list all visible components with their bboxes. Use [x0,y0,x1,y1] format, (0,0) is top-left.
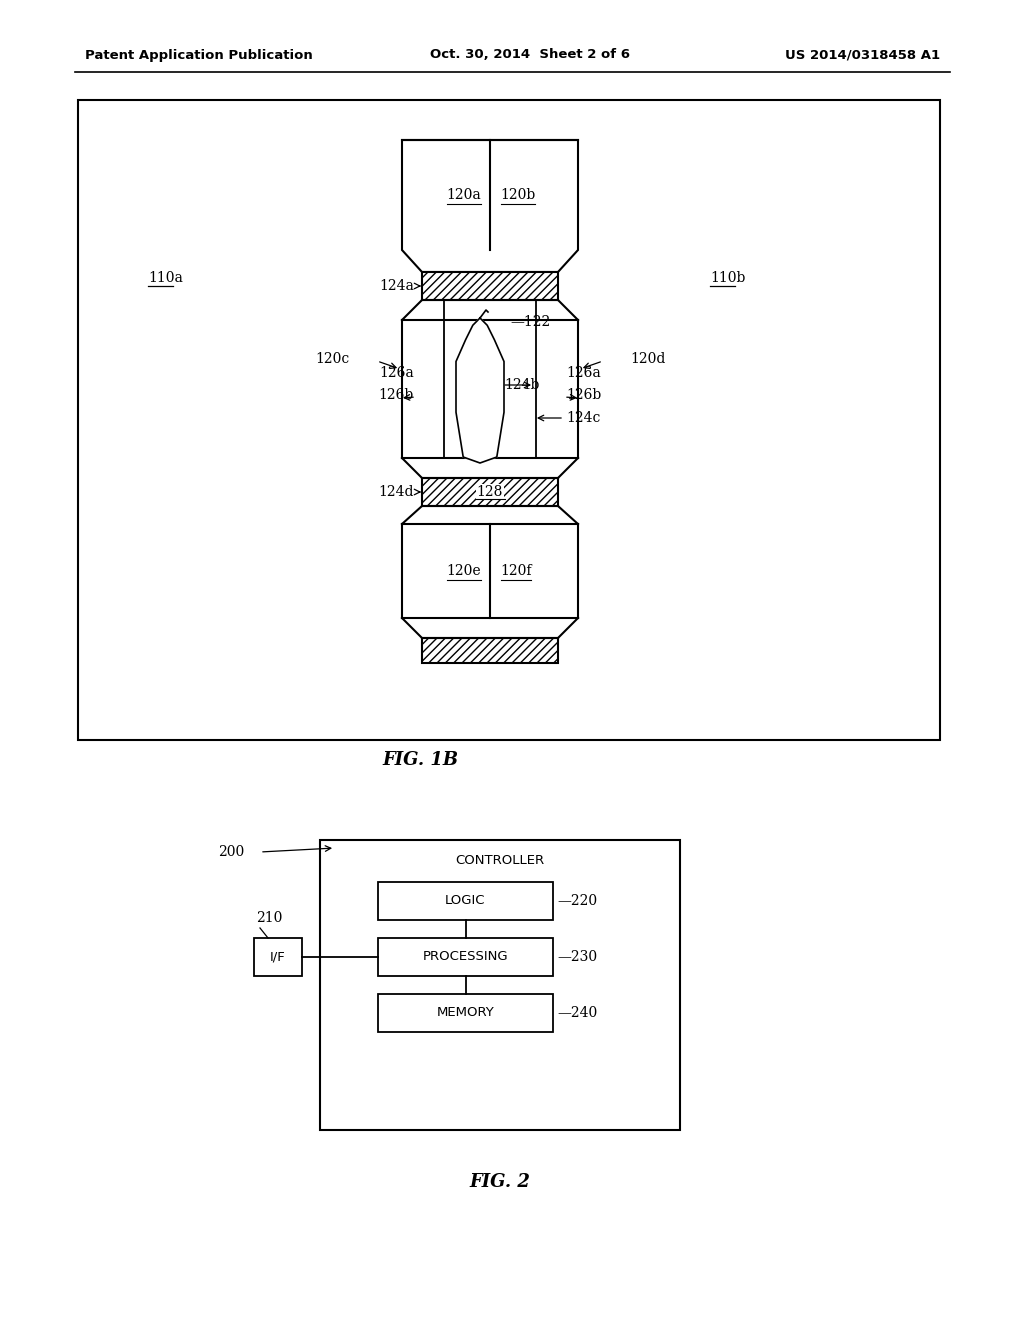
Text: CONTROLLER: CONTROLLER [456,854,545,866]
Bar [402,319,578,458]
Text: 126b: 126b [566,388,601,403]
Text: 126a: 126a [566,366,601,380]
Polygon shape [402,140,578,272]
Bar [402,524,578,618]
Text: 126b: 126b [379,388,414,403]
Text: MEMORY: MEMORY [436,1006,495,1019]
Bar [319,840,680,1130]
Text: FIG. 2: FIG. 2 [470,1173,530,1191]
Text: —220: —220 [557,894,597,908]
Text: 126a: 126a [379,366,414,380]
Text: 200: 200 [218,845,244,859]
Polygon shape [456,318,504,463]
Text: Patent Application Publication: Patent Application Publication [85,49,312,62]
Text: FIG. 1B: FIG. 1B [382,751,458,770]
Bar [78,100,940,741]
Text: 120d: 120d [630,352,666,366]
Polygon shape [422,478,558,506]
Bar [378,994,553,1032]
Text: I/F: I/F [270,950,286,964]
Text: PROCESSING: PROCESSING [423,950,508,964]
Text: —230: —230 [557,950,597,964]
Polygon shape [422,638,558,663]
Text: —240: —240 [557,1006,597,1020]
Bar [378,882,553,920]
Polygon shape [422,272,558,300]
Text: 120f: 120f [501,564,531,578]
Text: 124b: 124b [504,378,540,392]
Text: 120e: 120e [446,564,481,578]
Bar [378,939,553,975]
Text: 124d: 124d [379,484,414,499]
Text: 110b: 110b [710,271,745,285]
Text: 128: 128 [477,484,503,499]
Text: 120c: 120c [315,352,350,366]
Text: 120a: 120a [446,187,481,202]
Text: Oct. 30, 2014  Sheet 2 of 6: Oct. 30, 2014 Sheet 2 of 6 [430,49,630,62]
Text: 110a: 110a [148,271,183,285]
Text: 120b: 120b [501,187,536,202]
Text: US 2014/0318458 A1: US 2014/0318458 A1 [784,49,940,62]
Text: LOGIC: LOGIC [445,895,485,908]
Text: —122: —122 [510,315,550,329]
Text: 210: 210 [256,911,283,925]
Text: 124c: 124c [566,411,600,425]
Text: 124a: 124a [379,279,414,293]
Bar [254,939,302,975]
